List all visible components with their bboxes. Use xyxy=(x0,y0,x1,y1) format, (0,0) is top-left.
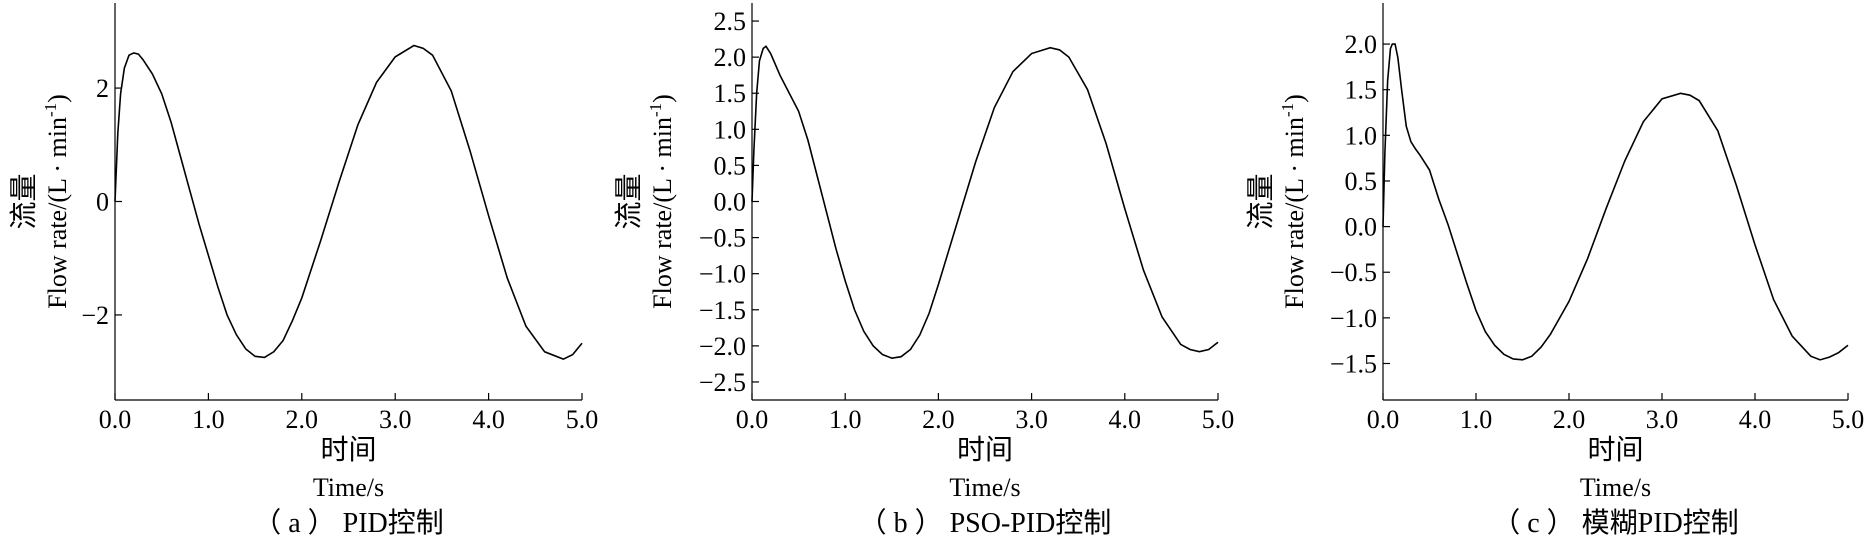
panel-b-y-tick-label: −2.0 xyxy=(699,332,746,361)
panel-a-xlabel-cn: 时间 xyxy=(320,434,376,466)
panel-b-ylabel-en-sup: -1 xyxy=(646,103,665,117)
panel-c-xlabel-en: Time/s xyxy=(1580,473,1651,502)
panel-b-y-tick-label: −0.5 xyxy=(699,224,746,253)
panel-b-ylabel-en-close: ) xyxy=(648,94,677,103)
panel-a-x-tick-label: 3.0 xyxy=(379,405,412,434)
panel-c-x-tick-label: 0.0 xyxy=(1367,405,1400,434)
panel-a-y-tick-label: 0 xyxy=(96,188,109,217)
panel-b-xlabel-en: Time/s xyxy=(949,473,1020,502)
panel-c-x-tick-label: 5.0 xyxy=(1832,405,1865,434)
panel-a-x-tick-label: 2.0 xyxy=(286,405,319,434)
panel-b-y-tick-label: 2.0 xyxy=(714,43,747,72)
panel-b-y-tick-label: 0.0 xyxy=(714,188,747,217)
panel-b-x-tick-label: 2.0 xyxy=(922,405,955,434)
panel-b-xlabel-cn: 时间 xyxy=(957,434,1013,466)
panel-c-ylabel: 流量 Flow rate/(L · min-1) xyxy=(1245,94,1309,309)
panel-c-y-tick-label: −1.5 xyxy=(1330,349,1377,378)
panel-c-x-tick-label: 1.0 xyxy=(1460,405,1493,434)
panel-b-ticks: 0.0 1.0 2.0 3.0 4.0 5.0 2.5 2.0 1.5 1.0 0.5 0.0 −0.5… xyxy=(699,7,1234,434)
panel-b-ylabel-en: Flow rate/(L · min-1) xyxy=(646,94,677,309)
panel-c-y-tick-label: 1.0 xyxy=(1345,121,1378,150)
panel-c-ylabel-en-sup: -1 xyxy=(1278,103,1297,117)
panel-c-x-tick-label: 4.0 xyxy=(1739,405,1772,434)
panel-a-ylabel-cn: 流量 xyxy=(8,173,40,229)
panel-c-caption: （ c ） 模糊PID控制 xyxy=(1492,507,1739,539)
panel-b: 0.0 1.0 2.0 3.0 4.0 5.0 2.5 2.0 1.5 1.0 0.5 0.0 −0.5… xyxy=(613,3,1234,539)
panel-b-y-tick-label: 0.5 xyxy=(714,151,747,180)
panel-b-y-tick-label: 1.0 xyxy=(714,115,747,144)
panel-b-series-line xyxy=(751,45,1219,359)
panel-a-xlabel-en: Time/s xyxy=(313,473,384,502)
panel-a-caption: （ a ） PID控制 xyxy=(253,507,444,539)
panel-c-y-tick-label: 0.0 xyxy=(1345,213,1378,242)
panel-c-ylabel-en-main: Flow rate/(L · min xyxy=(1280,117,1309,309)
panel-c-y-tick-label: 2.0 xyxy=(1345,30,1378,59)
panel-a-ylabel-en-sup: -1 xyxy=(41,103,60,117)
panel-b-ylabel: 流量 Flow rate/(L · min-1) xyxy=(613,94,677,309)
panel-a-ylabel: 流量 Flow rate/(L · min-1) xyxy=(8,94,72,309)
panel-c-x-tick-label: 2.0 xyxy=(1553,405,1586,434)
panel-a-x-tick-label: 5.0 xyxy=(566,405,599,434)
panel-a-ticks: 0.0 1.0 2.0 3.0 4.0 5.0 2 0 −2 xyxy=(81,74,598,434)
panel-c: 0.0 1.0 2.0 3.0 4.0 5.0 2.0 1.5 1.0 0.5 0.0 −0.5 −1.… xyxy=(1245,3,1864,539)
panel-c-y-tick-label: −0.5 xyxy=(1330,258,1377,287)
panel-a-ylabel-en-close: ) xyxy=(43,94,72,103)
panel-b-y-tick-label: −2.5 xyxy=(699,368,746,397)
panel-a: 0.0 1.0 2.0 3.0 4.0 5.0 2 0 −2 时间 Time/s （ a ） P… xyxy=(8,3,598,539)
panel-b-x-tick-label: 4.0 xyxy=(1109,405,1142,434)
panel-c-y-tick-label: 1.5 xyxy=(1345,76,1378,105)
panel-a-y-tick-label: 2 xyxy=(96,74,109,103)
panel-a-x-tick-label: 0.0 xyxy=(99,405,132,434)
panel-b-ylabel-en-main: Flow rate/(L · min xyxy=(648,117,677,309)
panel-c-x-tick-label: 3.0 xyxy=(1646,405,1679,434)
panel-a-x-tick-label: 1.0 xyxy=(192,405,225,434)
panel-b-x-tick-label: 5.0 xyxy=(1202,405,1235,434)
panel-b-y-tick-label: −1.5 xyxy=(699,296,746,325)
panel-c-series-line xyxy=(1382,43,1849,361)
panel-a-y-tick-label: −2 xyxy=(81,301,109,330)
panel-c-y-tick-label: 0.5 xyxy=(1345,167,1378,196)
panel-c-y-tick-label: −1.0 xyxy=(1330,304,1377,333)
panel-b-x-tick-label: 3.0 xyxy=(1015,405,1048,434)
panel-b-caption: （ b ） PSO-PID控制 xyxy=(859,507,1112,539)
panel-c-ticks: 0.0 1.0 2.0 3.0 4.0 5.0 2.0 1.5 1.0 0.5 0.0 −0.5 −1.… xyxy=(1330,30,1864,434)
panel-b-x-tick-label: 1.0 xyxy=(829,405,862,434)
panel-c-xlabel-cn: 时间 xyxy=(1587,434,1643,466)
panel-c-ylabel-en-close: ) xyxy=(1280,94,1309,103)
panel-c-ylabel-cn: 流量 xyxy=(1245,173,1277,229)
panel-b-x-tick-label: 0.0 xyxy=(736,405,769,434)
panel-a-ylabel-en: Flow rate/(L · min-1) xyxy=(41,94,72,309)
panel-b-ylabel-cn: 流量 xyxy=(613,173,645,229)
panel-c-ylabel-en: Flow rate/(L · min-1) xyxy=(1278,94,1309,309)
panel-a-ylabel-en-main: Flow rate/(L · min xyxy=(43,117,72,309)
panel-b-y-tick-label: 1.5 xyxy=(714,79,747,108)
panel-a-x-tick-label: 4.0 xyxy=(472,405,505,434)
panel-b-y-tick-label: 2.5 xyxy=(714,7,747,36)
panel-a-series-line xyxy=(114,44,583,361)
panel-b-y-tick-label: −1.0 xyxy=(699,260,746,289)
